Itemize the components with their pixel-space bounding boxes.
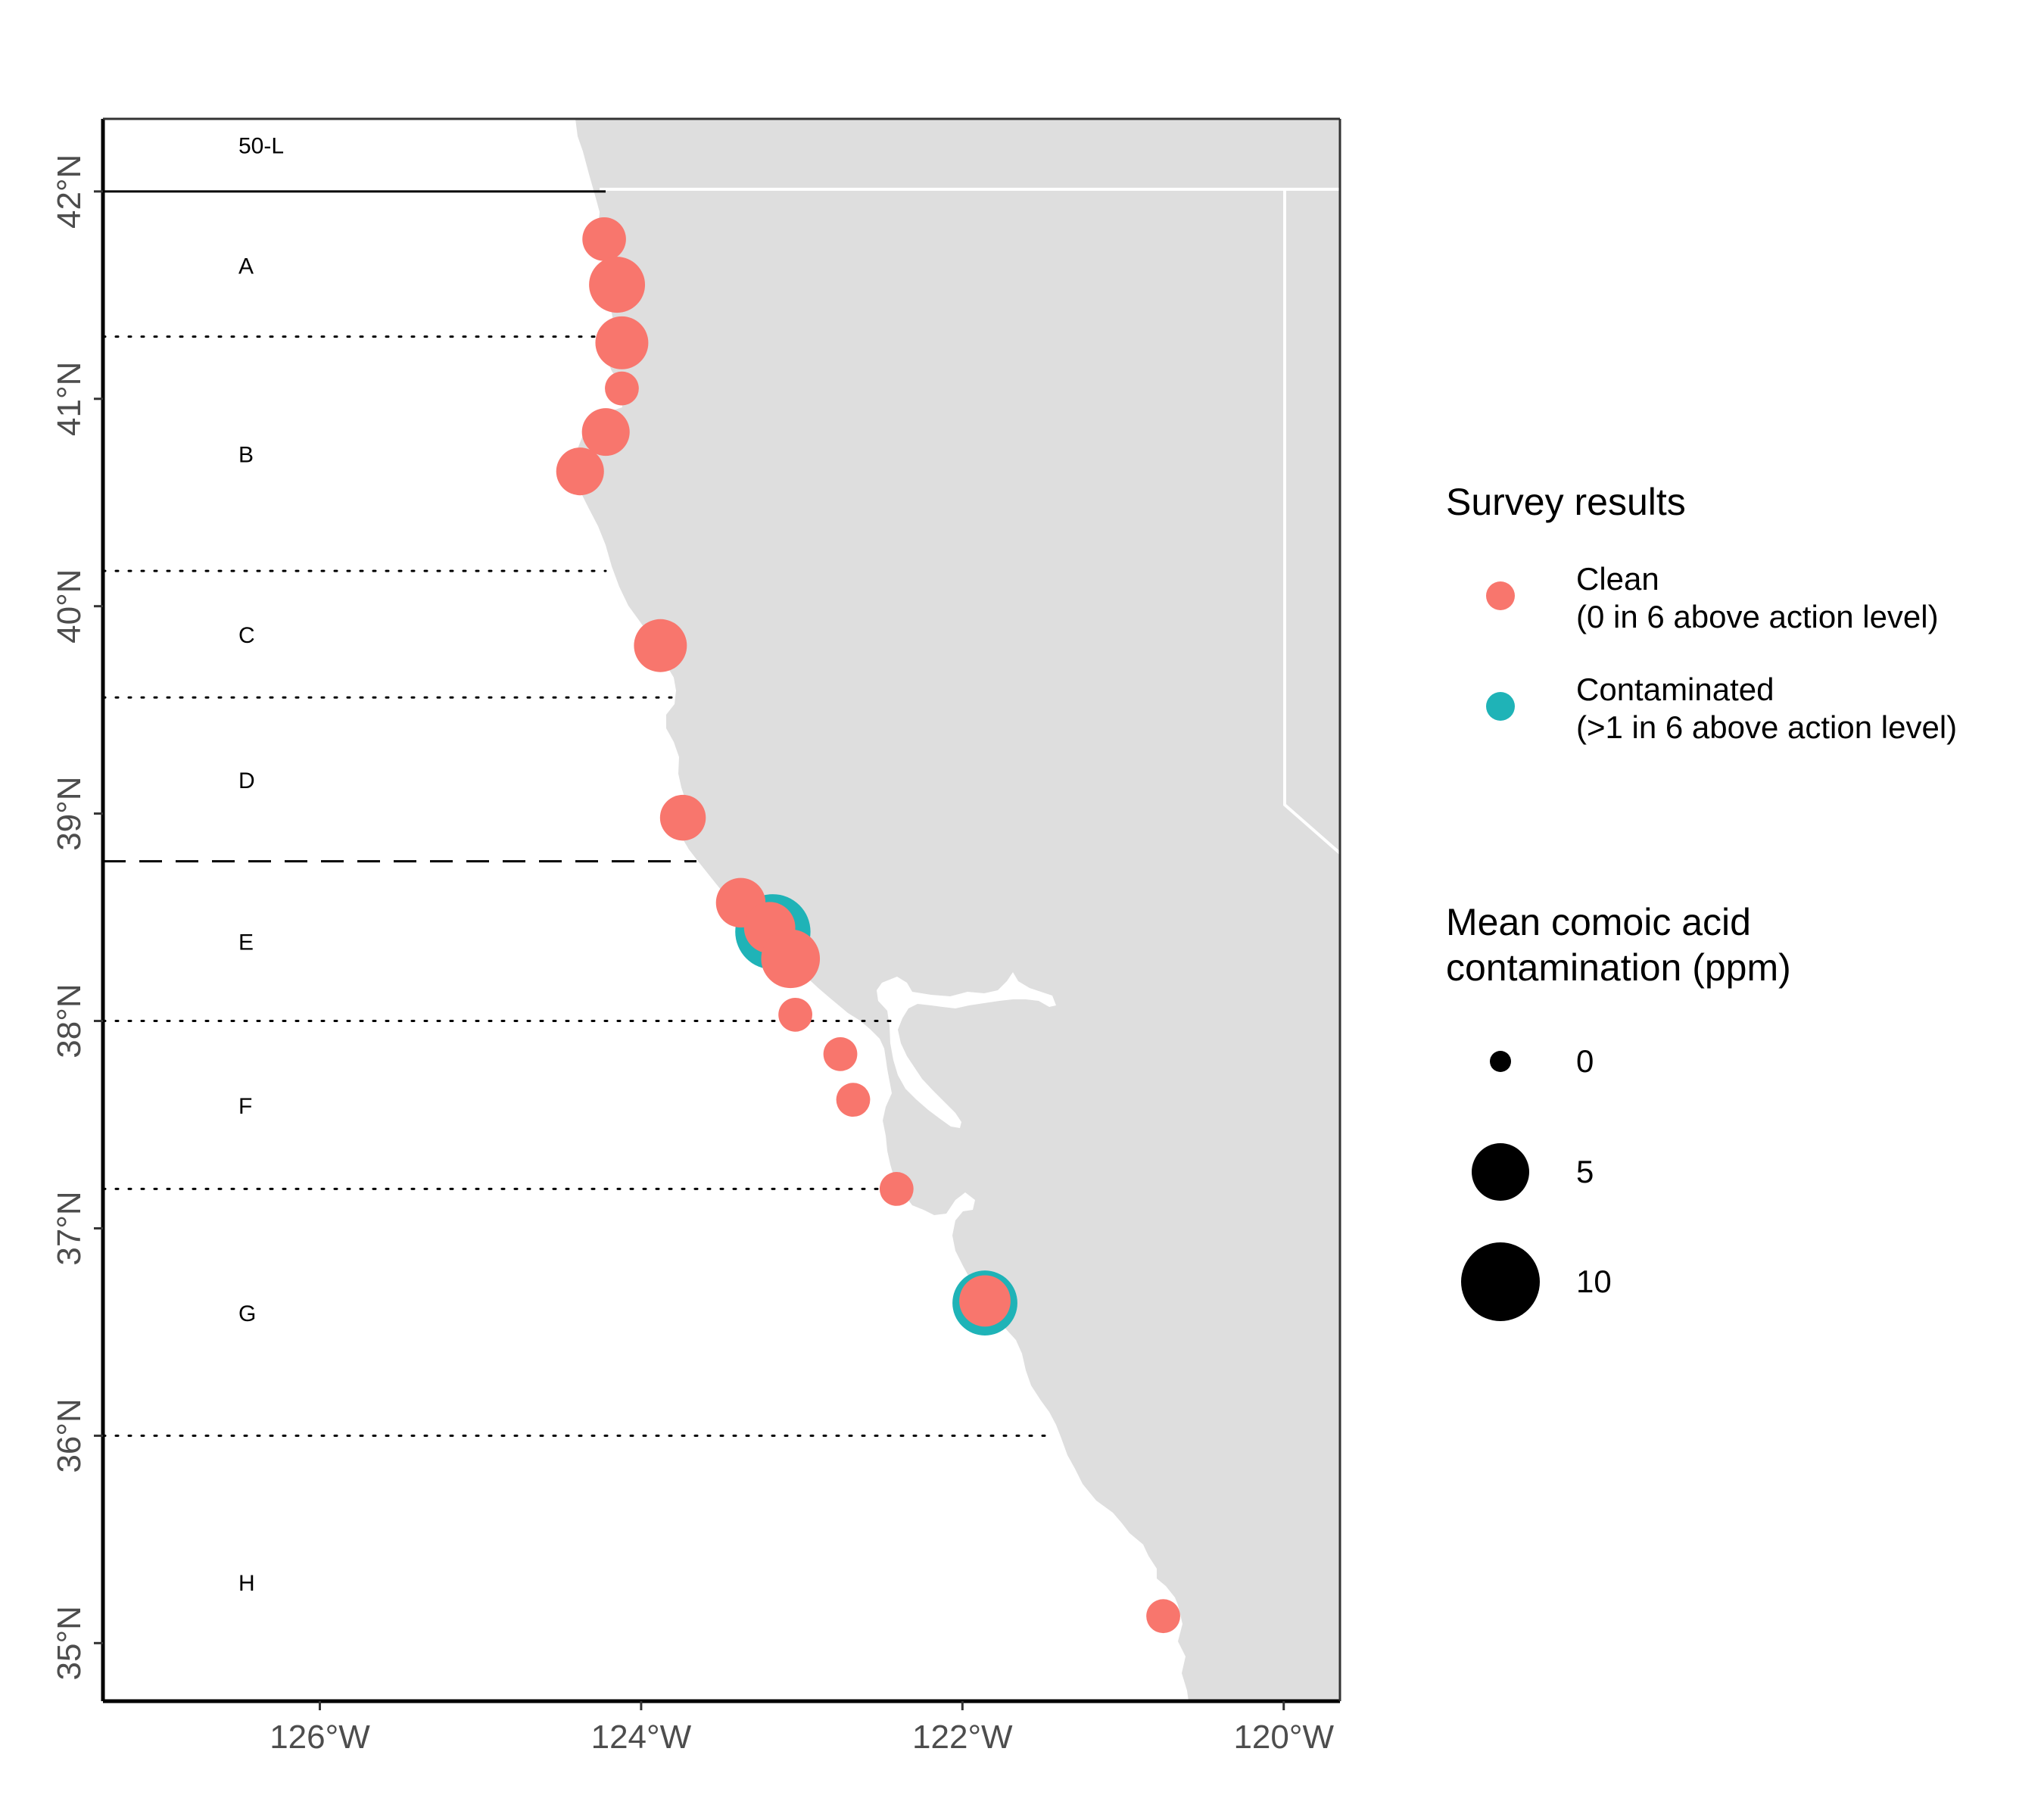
state-borders [600,188,1340,855]
zone-label-a: A [238,254,254,279]
legend-label-contaminated-line2: (>1 in 6 above action level) [1576,709,1957,745]
legend: Survey results Clean (0 in 6 above actio… [1446,481,1957,1321]
sf-bay-water [877,972,1056,1128]
x-tick-label: 120°W [1233,1719,1334,1756]
zone-label-c: C [238,623,255,648]
y-tick-label: 39°N [51,776,88,850]
survey-point-clean [659,794,706,841]
legend-item-contaminated: Contaminated (>1 in 6 above action level… [1486,672,1957,745]
survey-point-clean [634,619,687,672]
survey-point-clean [761,929,821,989]
x-tick-label: 124°W [591,1719,692,1756]
survey-point-clean [823,1036,858,1071]
survey-point-clean [1146,1599,1180,1634]
survey-point-clean [595,316,649,369]
zone-boundary-lines [103,190,1046,1437]
size-legend-item-0: 0 [1490,1043,1594,1079]
y-tick-label: 40°N [51,569,88,644]
map-panel: 50-L A B C D E F G H [101,117,1341,1703]
size-legend-title-line2: contamination (ppm) [1446,946,1791,989]
survey-point-clean [582,217,626,261]
size-label-10: 10 [1576,1264,1612,1299]
y-tick-label: 36°N [51,1398,88,1473]
size-label-0: 0 [1576,1043,1594,1079]
survey-point-clean [879,1172,914,1206]
x-tick-label: 122°W [912,1719,1013,1756]
y-tick-label: 38°N [51,983,88,1058]
legend-label-contaminated-line1: Contaminated [1576,672,1774,707]
legend-label-clean-line2: (0 in 6 above action level) [1576,599,1939,634]
survey-point-clean [959,1275,1011,1327]
y-axis: 35°N 36°N 37°N 38°N 39°N 40°N 41°N 42°N [51,154,103,1680]
zone-label-g: G [238,1301,256,1326]
y-tick-label: 42°N [51,154,88,229]
zone-label-f: F [238,1094,252,1119]
size-legend-title-line1: Mean comoic acid [1446,901,1751,943]
size-legend-item-5: 5 [1472,1143,1594,1201]
survey-point-clean [556,447,604,496]
zone-labels: 50-L A B C D E F G H [238,134,284,1596]
color-legend-title: Survey results [1446,481,1686,523]
survey-point-clean [778,997,812,1032]
zone-label-50-l: 50-L [238,134,284,159]
legend-key-contaminated [1486,692,1515,721]
size-label-5: 5 [1576,1154,1594,1189]
survey-point-clean [589,257,646,313]
zone-label-e: E [238,930,254,955]
zone-label-d: D [238,768,255,793]
legend-item-clean: Clean (0 in 6 above action level) [1486,561,1939,634]
land-mass [575,119,1340,1701]
legend-key-clean [1486,581,1515,610]
x-tick-label: 126°W [270,1719,370,1756]
y-tick-label: 37°N [51,1191,88,1265]
y-tick-label: 35°N [51,1606,88,1680]
survey-point-clean [836,1083,871,1117]
survey-points [556,217,1180,1634]
size-key-0 [1490,1051,1511,1072]
y-tick-label: 41°N [51,362,88,436]
zone-label-b: B [238,443,254,468]
size-key-10 [1461,1242,1540,1321]
survey-point-clean [605,371,639,406]
x-axis: 126°W 124°W 122°W 120°W [270,1701,1334,1756]
size-key-5 [1472,1143,1529,1201]
zone-label-h: H [238,1571,255,1596]
size-legend-item-10: 10 [1461,1242,1612,1321]
legend-label-clean-line1: Clean [1576,561,1659,597]
survey-point-clean [581,408,630,457]
